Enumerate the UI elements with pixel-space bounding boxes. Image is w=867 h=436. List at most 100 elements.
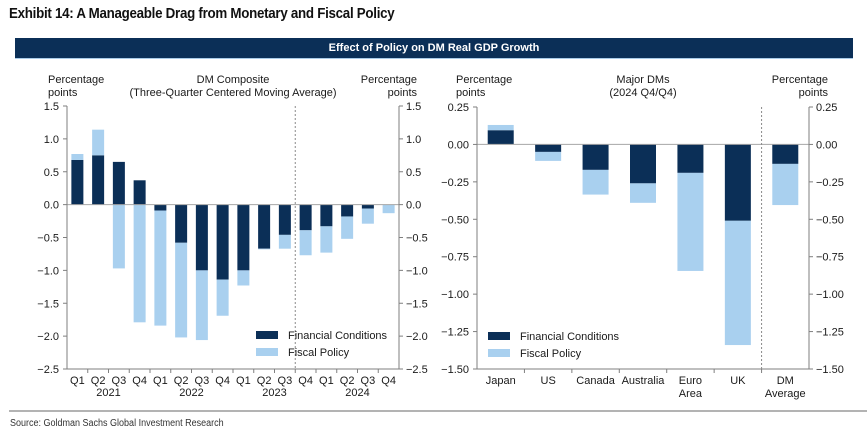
bar-fiscal-policy	[299, 230, 312, 256]
bar-financial-conditions	[724, 144, 751, 221]
y-tick-label-right: 0.25	[816, 102, 837, 114]
x-tick-label: Q1	[236, 375, 251, 387]
legend-label-fiscal: Fiscal Policy	[520, 348, 582, 360]
legend-label-financial: Financial Conditions	[520, 331, 620, 343]
dm-composite-chart: Percentage points DM Composite (Three-Qu…	[37, 74, 428, 399]
y-tick-label-right: −2.0	[406, 331, 428, 343]
x-tick-label: Q3	[112, 375, 127, 387]
y-tick-label-left: 0.0	[44, 200, 59, 212]
bar-fiscal-policy	[320, 226, 333, 253]
y-tick-label-right: −1.25	[816, 327, 844, 339]
y-tick-label-left: −1.50	[441, 364, 469, 376]
y-tick-label-right: −1.00	[816, 289, 844, 301]
bar-financial-conditions	[361, 204, 374, 209]
legend-label-financial: Financial Conditions	[288, 330, 388, 342]
bar-fiscal-policy	[278, 234, 291, 249]
bar-financial-conditions	[299, 204, 312, 231]
bar-fiscal-policy	[175, 242, 188, 338]
x-tick-label: Euro	[679, 375, 702, 387]
chart-subtitle: (Three-Quarter Centered Moving Average)	[129, 87, 336, 99]
right-ylabel-line1: Percentage	[772, 74, 828, 86]
y-tick-label-left: −1.0	[37, 265, 59, 277]
y-tick-label-left: −0.50	[441, 214, 469, 226]
bar-financial-conditions	[154, 204, 167, 211]
y-tick-label-right: −1.50	[816, 364, 844, 376]
year-label: 2022	[179, 387, 203, 399]
bar-financial-conditions	[133, 180, 146, 205]
y-tick-label-right: −2.5	[406, 364, 428, 376]
y-tick-label-right: 0.5	[406, 167, 421, 179]
source-note: Source: Goldman Sachs Global Investment …	[10, 418, 224, 429]
x-tick-label: Q3	[278, 375, 293, 387]
bar-financial-conditions	[487, 130, 514, 145]
x-tick-label: Q1	[319, 375, 334, 387]
right-ylabel-line2: points	[388, 87, 418, 99]
x-tick-label: Q4	[132, 375, 147, 387]
bar-fiscal-policy	[216, 279, 229, 316]
x-tick-label: Average	[765, 388, 806, 400]
y-tick-label-left: −0.5	[37, 233, 59, 245]
bar-financial-conditions	[677, 144, 704, 173]
x-tick-label: Q4	[215, 375, 230, 387]
bar-financial-conditions	[258, 204, 271, 249]
y-tick-label-right: 1.0	[406, 134, 421, 146]
bar-fiscal-policy	[382, 204, 395, 214]
x-tick-label: UK	[730, 375, 746, 387]
bar-financial-conditions	[630, 144, 656, 184]
bar-financial-conditions	[92, 155, 105, 205]
legend-swatch-fiscal	[488, 349, 510, 357]
bar-financial-conditions	[772, 144, 799, 164]
x-tick-label: Q2	[340, 375, 355, 387]
y-tick-label-left: 0.00	[448, 139, 469, 151]
right-ylabel-line2: points	[799, 87, 829, 99]
year-label: 2024	[345, 387, 369, 399]
y-tick-label-right: 1.5	[406, 101, 421, 113]
y-tick-label-left: 1.0	[44, 134, 59, 146]
bar-financial-conditions	[112, 161, 125, 205]
y-tick-label-left: −1.00	[441, 289, 469, 301]
legend-swatch-fiscal	[256, 348, 278, 356]
x-tick-label: Q2	[257, 375, 272, 387]
y-tick-label-left: −2.0	[37, 331, 59, 343]
x-tick-label: Q4	[381, 375, 396, 387]
bar-financial-conditions	[320, 204, 333, 227]
y-tick-label-right: −0.25	[816, 177, 844, 189]
bar-financial-conditions	[237, 204, 250, 271]
y-tick-label-right: 0.00	[816, 139, 837, 151]
x-tick-label: Q2	[91, 375, 106, 387]
legend-swatch-financial	[488, 332, 510, 340]
x-tick-label: DM	[777, 375, 794, 387]
left-ylabel-line2: points	[456, 87, 486, 99]
x-tick-label: Q1	[70, 375, 85, 387]
bar-fiscal-policy	[71, 153, 84, 160]
y-tick-label-right: −0.5	[406, 233, 428, 245]
bar-fiscal-policy	[677, 172, 704, 271]
major-dms-chart: Percentage points Major DMs (2024 Q4/Q4)…	[441, 74, 844, 400]
x-tick-label: Q2	[174, 375, 189, 387]
bar-fiscal-policy	[535, 151, 562, 161]
x-tick-label: Area	[679, 388, 703, 400]
bar-fiscal-policy	[133, 204, 146, 323]
bar-fiscal-policy	[237, 270, 250, 286]
x-tick-label: Canada	[576, 375, 615, 387]
bar-financial-conditions	[278, 204, 291, 235]
footer-rule	[9, 410, 867, 412]
chart-banner: Effect of Policy on DM Real GDP Growth	[15, 38, 853, 58]
bar-fiscal-policy	[582, 169, 609, 195]
y-tick-label-left: −1.5	[37, 298, 59, 310]
y-tick-label-left: −2.5	[37, 364, 59, 376]
legend-swatch-financial	[256, 331, 278, 339]
bar-fiscal-policy	[487, 124, 514, 131]
left-ylabel-line1: Percentage	[48, 74, 104, 86]
x-tick-label: Q4	[298, 375, 313, 387]
x-tick-label: Q3	[361, 375, 376, 387]
right-ylabel-line1: Percentage	[361, 74, 417, 86]
exhibit-title: Exhibit 14: A Manageable Drag from Monet…	[9, 6, 395, 22]
bar-financial-conditions	[582, 144, 609, 170]
year-label: 2023	[262, 387, 286, 399]
bar-financial-conditions	[216, 204, 229, 280]
y-tick-label-right: −1.5	[406, 298, 428, 310]
bar-financial-conditions	[535, 144, 562, 152]
bar-fiscal-policy	[258, 248, 271, 250]
bar-financial-conditions	[175, 204, 188, 243]
